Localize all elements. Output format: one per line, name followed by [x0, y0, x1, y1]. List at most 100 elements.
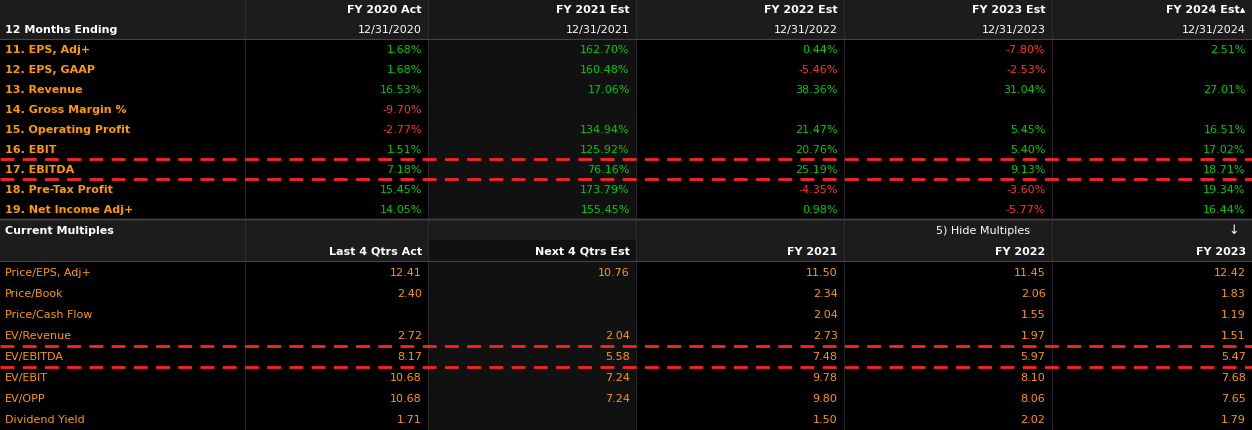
Bar [844, 160, 1052, 180]
Text: 19.34%: 19.34% [1203, 184, 1246, 194]
Text: 12/31/2022: 12/31/2022 [774, 25, 838, 35]
Text: 173.79%: 173.79% [580, 184, 630, 194]
Text: 21.47%: 21.47% [795, 125, 838, 135]
Text: 14. Gross Margin %: 14. Gross Margin % [5, 105, 126, 115]
Text: 0.44%: 0.44% [803, 45, 838, 55]
Bar [428, 261, 636, 283]
Bar [428, 200, 636, 219]
Text: 2.34: 2.34 [813, 288, 838, 298]
Bar [428, 304, 636, 325]
Text: Next 4 Qtrs Est: Next 4 Qtrs Est [535, 246, 630, 256]
Text: 1.71: 1.71 [397, 415, 422, 424]
Text: 12/31/2024: 12/31/2024 [1182, 25, 1246, 35]
Text: 10.76: 10.76 [598, 267, 630, 277]
Bar [0, 80, 245, 100]
Bar [844, 180, 1052, 200]
Text: EV/EBIT: EV/EBIT [5, 372, 48, 382]
Bar [428, 283, 636, 304]
Bar [245, 60, 428, 80]
Bar [0, 388, 1252, 409]
Text: FY 2022: FY 2022 [995, 246, 1045, 256]
Bar [428, 0, 636, 20]
Text: EV/OPP: EV/OPP [5, 393, 45, 403]
Text: 7.65: 7.65 [1221, 393, 1246, 403]
Text: FY 2023 Est: FY 2023 Est [972, 5, 1045, 15]
Text: 17. EBITDA: 17. EBITDA [5, 165, 74, 175]
Bar [844, 120, 1052, 140]
Text: 7.18%: 7.18% [387, 165, 422, 175]
Text: 2.04: 2.04 [605, 330, 630, 340]
Bar [844, 100, 1052, 120]
Bar [636, 40, 844, 60]
Bar [1052, 40, 1252, 60]
Text: 38.36%: 38.36% [795, 85, 838, 95]
Text: Last 4 Qtrs Act: Last 4 Qtrs Act [329, 246, 422, 256]
Bar [636, 120, 844, 140]
Text: 8.10: 8.10 [1020, 372, 1045, 382]
Bar [1052, 180, 1252, 200]
Bar [844, 60, 1052, 80]
Bar [0, 120, 245, 140]
Text: 162.70%: 162.70% [580, 45, 630, 55]
Text: 16. EBIT: 16. EBIT [5, 144, 56, 155]
Text: 5.45%: 5.45% [1010, 125, 1045, 135]
Bar [844, 140, 1052, 160]
Text: 13. Revenue: 13. Revenue [5, 85, 83, 95]
Text: 5.58: 5.58 [605, 351, 630, 361]
Text: 5.97: 5.97 [1020, 351, 1045, 361]
Bar [0, 240, 1252, 261]
Text: 1.51%: 1.51% [387, 144, 422, 155]
Text: 2.72: 2.72 [397, 330, 422, 340]
Text: 0.98%: 0.98% [803, 205, 838, 215]
Text: 7.24: 7.24 [605, 372, 630, 382]
Bar [636, 80, 844, 100]
Bar [428, 20, 636, 40]
Text: 1.51: 1.51 [1221, 330, 1246, 340]
Text: 12.42: 12.42 [1213, 267, 1246, 277]
Bar [245, 0, 428, 20]
Bar [1052, 100, 1252, 120]
Bar [636, 160, 844, 180]
Text: 125.92%: 125.92% [580, 144, 630, 155]
Bar [636, 200, 844, 219]
Bar [636, 60, 844, 80]
Text: EV/Revenue: EV/Revenue [5, 330, 73, 340]
Text: -2.77%: -2.77% [382, 125, 422, 135]
Text: 1.83: 1.83 [1221, 288, 1246, 298]
Bar [0, 367, 1252, 388]
Text: 8.17: 8.17 [397, 351, 422, 361]
Text: 10.68: 10.68 [391, 372, 422, 382]
Bar [0, 0, 245, 20]
Text: FY 2020 Act: FY 2020 Act [347, 5, 422, 15]
Text: 19. Net Income Adj+: 19. Net Income Adj+ [5, 205, 133, 215]
Text: 2.02: 2.02 [1020, 415, 1045, 424]
Text: 5.40%: 5.40% [1010, 144, 1045, 155]
Text: Dividend Yield: Dividend Yield [5, 415, 85, 424]
Bar [428, 367, 636, 388]
Bar [428, 325, 636, 346]
Text: 155.45%: 155.45% [581, 205, 630, 215]
Bar [428, 160, 636, 180]
Bar [636, 140, 844, 160]
Bar [245, 40, 428, 60]
Bar [245, 140, 428, 160]
Bar [245, 120, 428, 140]
Text: -7.80%: -7.80% [1005, 45, 1045, 55]
Bar [0, 346, 1252, 367]
Text: 27.01%: 27.01% [1203, 85, 1246, 95]
Text: 17.02%: 17.02% [1203, 144, 1246, 155]
Text: 15.45%: 15.45% [379, 184, 422, 194]
Text: FY 2024 Est▴: FY 2024 Est▴ [1167, 5, 1246, 15]
Bar [636, 20, 844, 40]
Bar [844, 200, 1052, 219]
Bar [0, 409, 1252, 430]
Text: 12/31/2023: 12/31/2023 [982, 25, 1045, 35]
Text: -9.70%: -9.70% [382, 105, 422, 115]
Bar [428, 140, 636, 160]
Bar [0, 160, 245, 180]
Bar [245, 20, 428, 40]
Text: 14.05%: 14.05% [379, 205, 422, 215]
Text: -4.35%: -4.35% [799, 184, 838, 194]
Bar [0, 283, 1252, 304]
Text: 1.68%: 1.68% [387, 65, 422, 75]
